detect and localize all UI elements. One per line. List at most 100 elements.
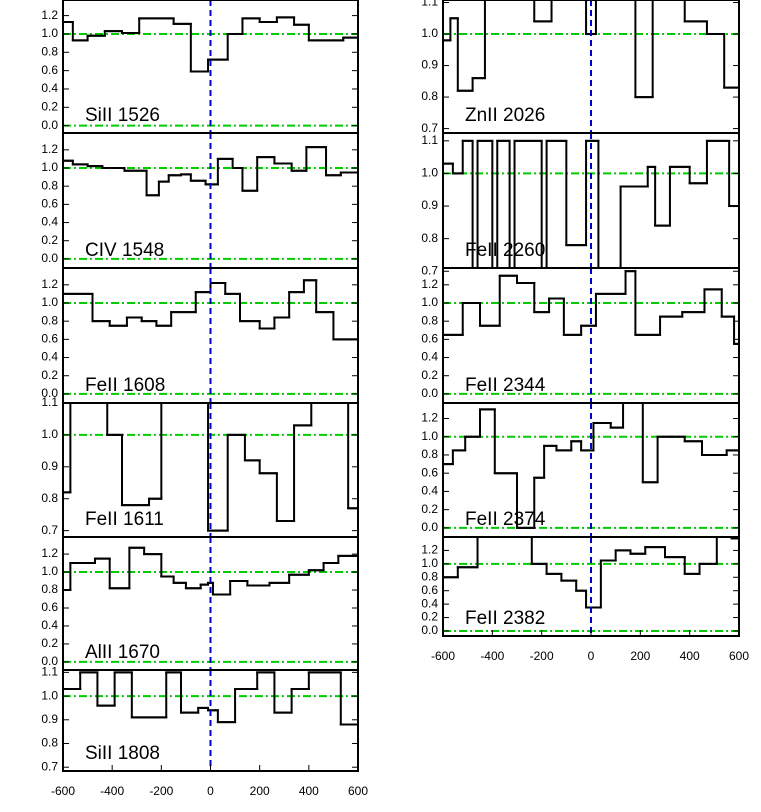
step-connector [63, 279, 358, 341]
panel [63, 268, 358, 403]
y-tick-label: 1.1 [41, 395, 58, 409]
y-tick-label: 0.4 [421, 484, 438, 498]
step-connector [63, 16, 358, 73]
y-tick-label: 0.8 [421, 313, 438, 327]
step-connector [63, 403, 358, 532]
y-tick-label: 0.0 [421, 386, 438, 400]
y-tick-label: 0.7 [421, 121, 438, 135]
panel-label: FeII 2374 [465, 509, 546, 530]
y-tick-label: 0.8 [41, 44, 58, 58]
y-tick-label: 1.2 [41, 546, 58, 560]
step-connector [443, 0, 739, 99]
y-tick-label: 0.2 [41, 368, 58, 382]
panel-frame [442, 536, 740, 637]
y-tick-label: 0.8 [421, 89, 438, 103]
y-tick-label: 0.6 [421, 583, 438, 597]
y-tick-label: 0.8 [421, 569, 438, 583]
x-tick-label: 600 [348, 784, 368, 798]
y-tick-label: 0.6 [41, 332, 58, 346]
step-connector [63, 146, 358, 197]
panel [63, 670, 358, 771]
y-tick-label: 0.0 [41, 654, 58, 668]
x-tick-label: 0 [588, 649, 595, 663]
y-tick-label: 1.0 [421, 166, 438, 180]
x-tick-label: -400 [480, 649, 504, 663]
y-tick-label: 1.2 [41, 8, 58, 22]
x-tick-label: 400 [680, 649, 700, 663]
panel-label: SiII 1808 [85, 743, 160, 764]
y-tick-label: 0.2 [41, 233, 58, 247]
y-tick-label: 0.0 [41, 251, 58, 265]
y-tick-label: 0.0 [421, 623, 438, 637]
y-tick-label: 0.2 [421, 368, 438, 382]
panel [63, 133, 358, 268]
panel-label: FeII 2344 [465, 375, 546, 396]
y-tick-label: 0.8 [421, 447, 438, 461]
y-tick-label: 0.8 [41, 582, 58, 596]
panel-label: ZnII 2026 [465, 105, 545, 126]
y-tick-label: 0.2 [41, 636, 58, 650]
step-connector [443, 403, 739, 529]
panel-label: CIV 1548 [85, 240, 164, 261]
panel [443, 0, 739, 133]
y-tick-label: 1.1 [41, 665, 58, 679]
y-tick-label: 1.0 [41, 427, 58, 441]
x-tick-label: -600 [431, 649, 455, 663]
y-tick-label: 0.9 [421, 58, 438, 72]
panel [63, 403, 358, 537]
y-tick-label: 0.8 [41, 178, 58, 192]
panel [63, 537, 358, 670]
y-tick-label: 0.6 [421, 465, 438, 479]
panel [63, 0, 358, 133]
y-tick-label: 0.9 [41, 459, 58, 473]
y-tick-label: 0.4 [41, 350, 58, 364]
panel-frame [62, 669, 359, 772]
y-tick-label: 1.1 [421, 0, 438, 9]
y-tick-label: 1.0 [421, 429, 438, 443]
panel-label: AlII 1670 [85, 642, 160, 663]
y-tick-label: 0.9 [41, 712, 58, 726]
step-connector [443, 270, 739, 345]
y-tick-label: 0.6 [41, 63, 58, 77]
y-tick-label: 0.8 [41, 491, 58, 505]
x-tick-label: -200 [530, 649, 554, 663]
panel-label: SiII 1526 [85, 105, 160, 126]
y-tick-label: 0.6 [41, 600, 58, 614]
y-tick-label: 1.0 [421, 295, 438, 309]
y-tick-label: 0.6 [41, 197, 58, 211]
y-tick-label: 1.0 [41, 26, 58, 40]
y-tick-label: 0.8 [41, 736, 58, 750]
y-tick-label: 0.2 [421, 502, 438, 516]
y-tick-label: 0.0 [41, 118, 58, 132]
y-tick-label: 0.4 [41, 81, 58, 95]
y-tick-label: 0.4 [421, 596, 438, 610]
y-tick-label: 1.1 [421, 133, 438, 147]
panel [443, 403, 739, 537]
y-tick-label: 1.0 [41, 295, 58, 309]
y-tick-label: 0.7 [421, 263, 438, 277]
y-tick-label: 1.2 [421, 543, 438, 557]
y-tick-label: 1.0 [41, 564, 58, 578]
y-tick-label: 1.0 [41, 688, 58, 702]
x-tick-label: 400 [299, 784, 319, 798]
x-tick-label: 200 [630, 649, 650, 663]
step-connector [63, 546, 358, 596]
y-tick-label: 0.4 [41, 215, 58, 229]
panel [443, 268, 739, 403]
y-tick-label: 1.2 [421, 411, 438, 425]
y-tick-label: 1.0 [41, 160, 58, 174]
x-tick-label: -400 [100, 784, 124, 798]
y-tick-label: 0.2 [421, 610, 438, 624]
x-tick-label: 200 [250, 784, 270, 798]
x-tick-label: 0 [207, 784, 214, 798]
panel-label: FeII 1611 [85, 509, 164, 530]
y-tick-label: 0.0 [41, 386, 58, 400]
step-connector [63, 671, 358, 726]
y-tick-label: 0.0 [421, 520, 438, 534]
x-tick-label: -600 [51, 784, 75, 798]
y-tick-label: 0.4 [41, 618, 58, 632]
y-tick-label: 0.7 [41, 759, 58, 773]
x-tick-label: -200 [149, 784, 173, 798]
panel-label: FeII 2260 [465, 240, 545, 261]
panel-label: FeII 2382 [465, 608, 545, 629]
